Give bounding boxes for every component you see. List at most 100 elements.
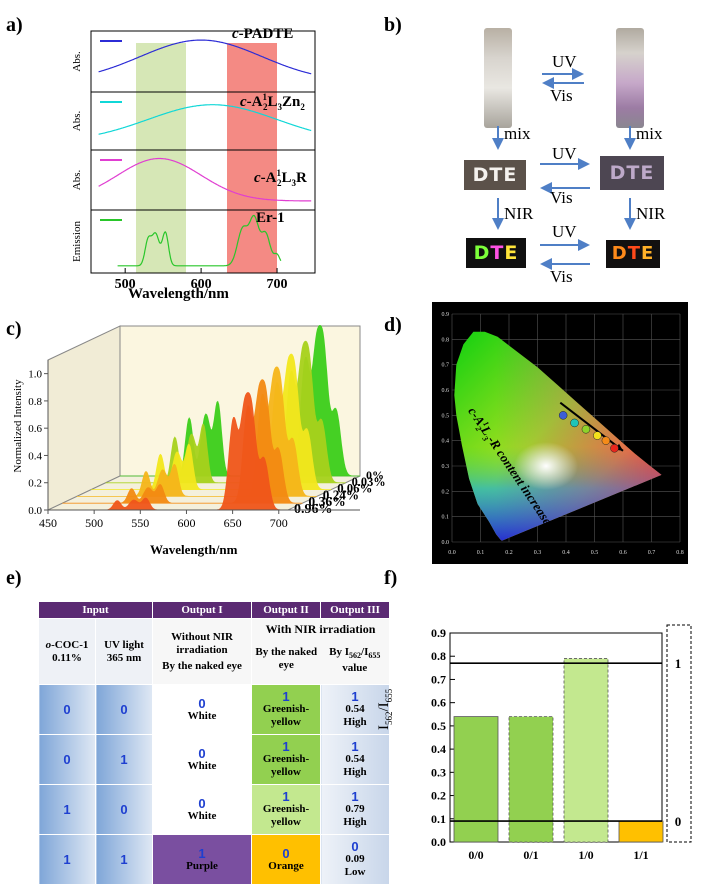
label-nir-left: NIR	[504, 204, 534, 223]
panel-label-c: c)	[6, 318, 22, 340]
th-output-1: Output I	[152, 601, 253, 619]
spectrum-line-2	[98, 157, 312, 202]
x-tick-label: 700	[267, 277, 288, 292]
label-uv-top: UV	[552, 52, 577, 71]
series-name-r: c-A12L3R	[254, 168, 307, 188]
out3-cell: 0 0.09 Low	[320, 834, 391, 885]
label-vis-mid: Vis	[550, 188, 573, 207]
th-input: Input	[37, 601, 154, 619]
bar-3	[618, 820, 664, 843]
y-tick-label: 0.6	[442, 388, 450, 394]
series-label: 0.24%	[323, 487, 359, 502]
trend-arrow	[559, 401, 624, 452]
y-tick-label: 0.0	[431, 835, 446, 849]
x-tick-label: 0.6	[619, 550, 627, 556]
table-row: 1 0 0 White 1 Greenish-yellow 1 0.79 High	[38, 784, 391, 835]
out2-cell: 1 Greenish-yellow	[251, 784, 322, 835]
out1-cell: 1 Purple	[152, 834, 253, 885]
cie-point-4	[601, 436, 611, 445]
series-name-zn: c-A12L3Zn2	[240, 92, 305, 112]
sub-header-coc: o-COC-1 0.11%	[38, 618, 96, 685]
panel-label-e: e)	[6, 567, 22, 589]
bar-2	[563, 658, 609, 843]
y-tick-label: 0.3	[431, 765, 446, 779]
x-tick-label: 0/0	[468, 848, 483, 862]
x-tick-label: 0.4	[562, 550, 570, 556]
spectrum-line-3	[117, 214, 282, 267]
x-tick-label: 1/0	[578, 848, 593, 862]
y-tick-label: 0.2	[28, 478, 42, 490]
x-tick-label: 1/1	[633, 848, 648, 862]
table-row: 0 1 0 White 1 Greenish-yellow 1 0.54 High	[38, 734, 391, 785]
series-name-er1: Er-1	[256, 210, 285, 226]
label-mix-left: mix	[504, 124, 531, 143]
white-point	[514, 442, 579, 490]
y-tick-label: 0.1	[431, 812, 446, 826]
y-tick-label: 0.2	[442, 489, 450, 495]
x-tick-label: 0/1	[523, 848, 538, 862]
y-tick-label: 0.9	[442, 312, 450, 318]
cie-point-5	[610, 444, 619, 453]
x-tick-label: 0.8	[676, 550, 684, 556]
out2-cell: 1 Greenish-yellow	[251, 734, 322, 785]
y-tick-label: 0.0	[28, 505, 42, 517]
vial-left	[484, 28, 512, 128]
y-label-0: Abs.	[71, 51, 83, 72]
x-tick-label: 0.1	[477, 550, 485, 556]
y-label-3: Emission	[71, 221, 83, 262]
y-axis-label-c: Normalized Intensity	[12, 379, 24, 473]
in2-cell: 0	[94, 684, 154, 735]
out1-cell: 0 White	[152, 734, 253, 785]
x-tick-label: 700	[270, 516, 288, 530]
dte-pattern-left: DTE	[464, 160, 526, 190]
y-tick-label: 0.6	[28, 423, 42, 435]
spectrum-line-1	[98, 104, 312, 135]
sub-header-without-nir: Without NIR irradiation By the naked eye	[152, 618, 253, 685]
y-tick-label: 0.5	[431, 719, 446, 733]
in1-cell: 0	[38, 684, 96, 735]
series-name-padte: c-PADTE	[232, 26, 294, 42]
series-label: 0.06%	[337, 482, 372, 496]
y-tick-label: 0.8	[431, 649, 446, 663]
y-tick-label: 0.7	[431, 672, 446, 686]
plot-frame	[90, 30, 316, 274]
x-tick-label: 500	[85, 516, 103, 530]
y-tick-label: 1.0	[28, 369, 42, 381]
dte-nir-left: DTE	[466, 238, 526, 268]
panel-f-bar-chart: 0.0 0.1 0.2 0.3 0.4 0.5 0.6 0.7 0.8 0.9 0/0 0/1 1/0 1…	[431, 624, 692, 862]
table-row: 1 1 1 Purple 0 Orange 0 0.09 Low	[38, 834, 391, 885]
series-label: 0.03%	[352, 475, 386, 489]
panel-d-cie: 0.0 0.1 0.2 0.3 0.4 0.5 0.6 0.7 0.8 0.0 0.1 0.2 0.3 0…	[432, 302, 688, 564]
label-vis-bot: Vis	[550, 267, 573, 286]
out2-cell: 1 Greenish-yellow	[251, 684, 322, 735]
truth-table: Input Output I Output II Output III o-CO…	[37, 601, 391, 885]
bar-1	[508, 716, 554, 843]
cie-point-0	[558, 411, 568, 420]
label-nir-right: NIR	[636, 204, 666, 223]
x-tick-label: 600	[191, 277, 212, 292]
panel-label-b: b)	[384, 14, 402, 36]
out1-cell: 0 White	[152, 784, 253, 835]
panel-c-3d-spectra: 0%0.03%0.06%0.24%0.36%0.96%450 500 550 600 6…	[28, 324, 386, 530]
x-tick-label: 0.2	[505, 550, 513, 556]
y-tick-label: 0.7	[442, 363, 450, 369]
panel-label-d: d)	[384, 314, 402, 336]
label-vis-top: Vis	[550, 86, 573, 105]
x-tick-label: 0.5	[591, 550, 599, 556]
th-output-3: Output III	[320, 601, 391, 619]
in1-cell: 0	[38, 734, 96, 785]
label-mix-right: mix	[636, 124, 663, 143]
y-tick-label: 0.2	[431, 789, 446, 803]
arrows-b	[492, 68, 636, 270]
red-band	[227, 43, 277, 273]
cie-horseshoe-purple	[454, 331, 662, 541]
in2-cell: 1	[94, 734, 154, 785]
cie-point-3	[593, 431, 602, 440]
out2-cell: 0 Orange	[251, 834, 322, 885]
spectrum-line-0	[98, 39, 312, 75]
y-tick-label: 0.1	[442, 515, 450, 521]
y-tick-label: 0.4	[442, 439, 450, 445]
vial-right	[616, 28, 644, 128]
bar-0	[453, 716, 499, 843]
label-uv-mid: UV	[552, 144, 577, 163]
